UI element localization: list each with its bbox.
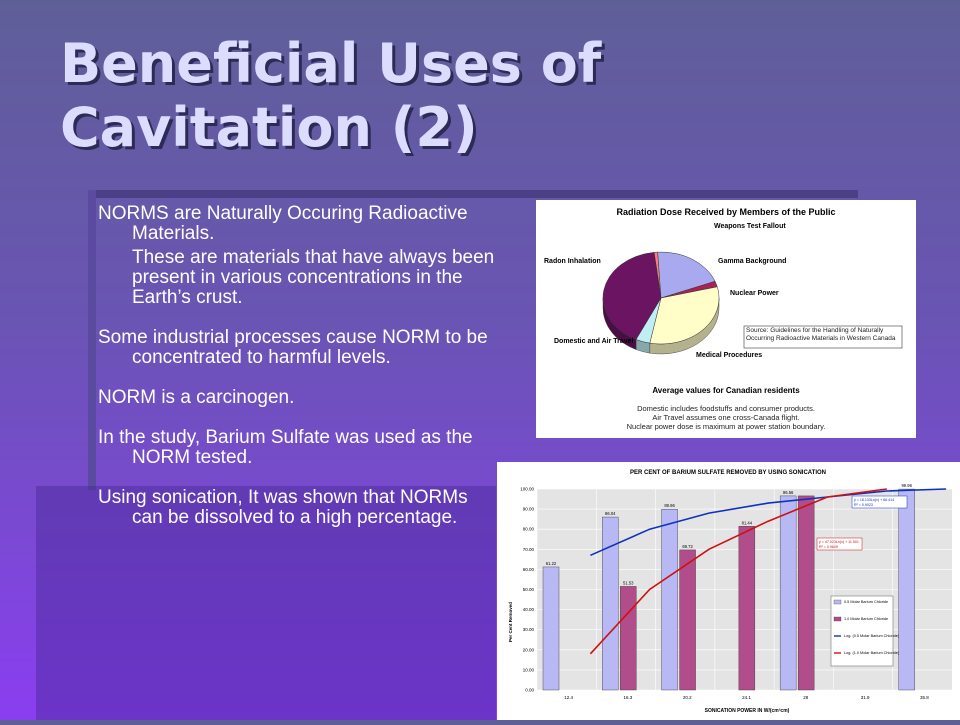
y-tick-label: 70.00 (523, 547, 535, 552)
bar-value-label: 61.22 (546, 561, 557, 566)
x-tick-label: 31.9 (861, 695, 870, 700)
x-tick-label: 24.1 (742, 695, 751, 700)
trendlines (589, 488, 947, 655)
equation-box-blue (851, 495, 908, 509)
bars (542, 488, 915, 691)
legend-swatch (833, 599, 842, 605)
bullet-item: In the study, Barium Sulfate was used as… (98, 427, 473, 468)
y-tick-label: 90.00 (523, 507, 535, 512)
bullet-list: NORMS are Naturally Occuring Radioactive… (98, 204, 498, 528)
pie-title: Radiation Dose Received by Members of th… (616, 207, 835, 217)
bullet-item: Some industrial processes cause NORM to … (98, 327, 488, 368)
x-tick-label: 12.4 (564, 695, 573, 700)
bar (602, 516, 619, 691)
bar (898, 488, 915, 691)
legend-label: 0.5 Molar Barium Chloride (844, 600, 888, 604)
legend (830, 595, 894, 667)
trendline (589, 488, 887, 655)
bar (797, 495, 815, 691)
bar-value-label: 81.44 (742, 520, 753, 525)
bar-value-label: 86.04 (605, 511, 616, 516)
source-note: Source: Guidelines for the Handling of N… (746, 327, 896, 342)
legend-label: Log. (0.5 Molar Barium Chloride) (844, 634, 900, 638)
pie-footnote: Nuclear power dose is maximum at power s… (627, 422, 826, 431)
pie-footnote: Domestic includes foodstuffs and consume… (637, 404, 815, 413)
bar (779, 495, 797, 691)
y-tick-label: 40.00 (523, 607, 535, 612)
pie-label-gamma-background: Gamma Background (718, 258, 786, 265)
y-tick-label: 100.00 (520, 487, 534, 492)
slide-title: Beneficial Uses of Cavitation (2) (60, 32, 780, 160)
x-tick-label: 28 (803, 695, 809, 700)
title-line-2: Cavitation (2) (60, 96, 478, 159)
pie-slice (657, 251, 716, 299)
bar (679, 549, 696, 691)
y-tick-label: 10.00 (523, 667, 535, 672)
r2-red: R² = 0.9609 (819, 545, 838, 549)
x-axis-label: SONICATION POWER IN W/(cm²cm) (705, 708, 790, 714)
bar-value-label: 69.72 (682, 544, 693, 549)
equation-red: y = 47.023Ln(x) + 11.501 (819, 540, 859, 544)
bar (661, 508, 678, 691)
pie-footnote: Air Travel assumes one cross-Canada flig… (652, 413, 799, 422)
bar-value-label: 99.96 (901, 483, 912, 488)
x-tick-labels: 12.4 16.3 20.2 24.1 28 31.9 35.8 (564, 695, 929, 700)
pie-slice (649, 286, 720, 345)
bar-value-label: 89.96 (664, 503, 675, 508)
bar (542, 566, 560, 691)
y-tick-label: 50.00 (523, 587, 535, 592)
x-tick-label: 16.3 (624, 695, 633, 700)
equation-blue: y = 18.133Ln(x) + 66.414 (854, 498, 894, 502)
bullet-item: NORMS are Naturally Occuring Radioactive… (98, 203, 468, 244)
pie-chart-panel: Radiation Dose Received by Members of th… (536, 200, 916, 438)
source-box (743, 325, 903, 349)
y-tick-labels: 0.00 10.00 20.00 30.00 40.00 50.00 60.00 70.00 8… (520, 487, 534, 693)
bar-chart: PER CENT OF BARIUM SULFATE REMOVED BY US… (508, 470, 952, 714)
bullet-item: Using sonication, It was shown that NORM… (98, 487, 468, 528)
y-tick-label: 30.00 (523, 627, 535, 632)
pie-slice (602, 252, 662, 340)
pie-slices (602, 251, 720, 355)
trendline (590, 488, 947, 557)
bar (620, 586, 637, 691)
pie-label-domestic-air-travel: Domestic and Air Travel (554, 338, 634, 345)
y-axis-label: Per Cent Removed (508, 602, 513, 642)
bar-title: PER CENT OF BARIUM SULFATE REMOVED BY US… (630, 470, 826, 476)
bullet-subitem: These are materials that have always bee… (132, 247, 495, 308)
y-tick-label: 0.00 (525, 688, 534, 693)
r2-blue: R² = 0.9023 (854, 503, 873, 507)
bar-value-labels: 61.22 86.04 89.96 96.56 99.96 51.53 69.72 81.44 (546, 483, 913, 585)
pie-subtitle: Average values for Canadian residents (652, 386, 800, 395)
legend-label: 1.0 Molar Barium Chloride (844, 617, 888, 621)
source-note-wrap: Source: Guidelines for the Handling of N… (746, 327, 896, 342)
legend-label: Log. (1.0 Molar Barium Chloride) (844, 651, 900, 655)
x-tick-label: 20.2 (683, 695, 692, 700)
y-tick-label: 80.00 (523, 527, 535, 532)
x-tick-label: 35.8 (920, 695, 929, 700)
decorative-bar-vertical (88, 190, 96, 490)
pie-label-weapons-fallout: Weapons Test Fallout (714, 223, 786, 230)
decorative-block (36, 486, 496, 720)
legend-swatch (833, 616, 842, 622)
bullet-item: NORM is a carcinogen. (98, 387, 295, 408)
y-tick-label: 60.00 (523, 567, 535, 572)
equation-box-red (816, 537, 863, 551)
pie-label-medical-procedures: Medical Procedures (696, 352, 762, 359)
pie-label-radon-inhalation: Radon Inhalation (544, 258, 601, 265)
decorative-bar (88, 190, 858, 198)
pie-label-nuclear-power: Nuclear Power (730, 290, 779, 297)
y-tick-label: 20.00 (523, 647, 535, 652)
pie-chart: Radiation Dose Received by Members of th… (544, 207, 903, 431)
bar-chart-panel: PER CENT OF BARIUM SULFATE REMOVED BY US… (497, 462, 960, 720)
bar (738, 526, 756, 691)
bar-value-label: 96.56 (783, 490, 794, 495)
bar-value-label: 51.53 (623, 580, 634, 585)
title-line-1: Beneficial Uses of (60, 32, 602, 95)
